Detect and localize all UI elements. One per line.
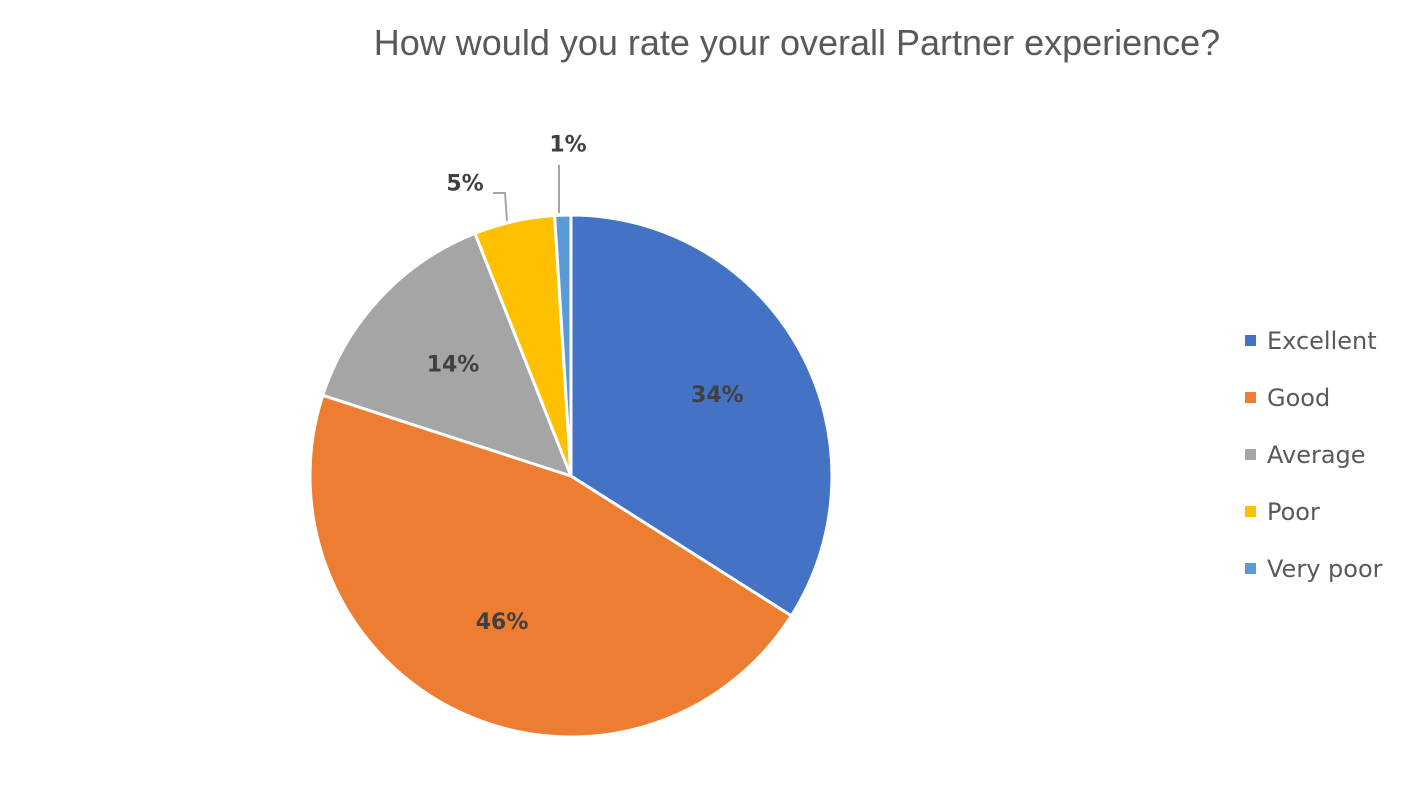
legend-label-good: Good (1267, 383, 1331, 412)
pie-slice-average (321, 231, 573, 478)
legend-label-very-poor: Very poor (1267, 554, 1383, 583)
data-label-good: 46% (476, 610, 529, 635)
legend-swatch-excellent (1245, 335, 1256, 346)
pie-slice-very-poor (553, 213, 573, 478)
legend-swatch-average (1245, 449, 1256, 460)
legend: Excellent Good Average Poor Very poor (1245, 312, 1383, 597)
legend-swatch-poor (1245, 506, 1256, 517)
legend-item-very-poor: Very poor (1245, 540, 1383, 597)
legend-item-good: Good (1245, 369, 1383, 426)
legend-item-excellent: Excellent (1245, 312, 1383, 369)
legend-swatch-good (1245, 392, 1256, 403)
data-label-average: 14% (427, 353, 480, 378)
legend-label-excellent: Excellent (1267, 326, 1377, 355)
legend-item-average: Average (1245, 426, 1383, 483)
data-label-poor: 5% (446, 172, 483, 197)
legend-swatch-very-poor (1245, 563, 1256, 574)
pie-slice-good (308, 393, 793, 739)
data-label-excellent: 34% (691, 383, 744, 408)
legend-label-poor: Poor (1267, 497, 1320, 526)
leader-line-poor (493, 192, 508, 222)
chart-title: How would you rate your overall Partner … (373, 22, 1221, 63)
legend-item-poor: Poor (1245, 483, 1383, 540)
legend-label-average: Average (1267, 440, 1366, 469)
data-label-very-poor: 1% (549, 133, 586, 158)
